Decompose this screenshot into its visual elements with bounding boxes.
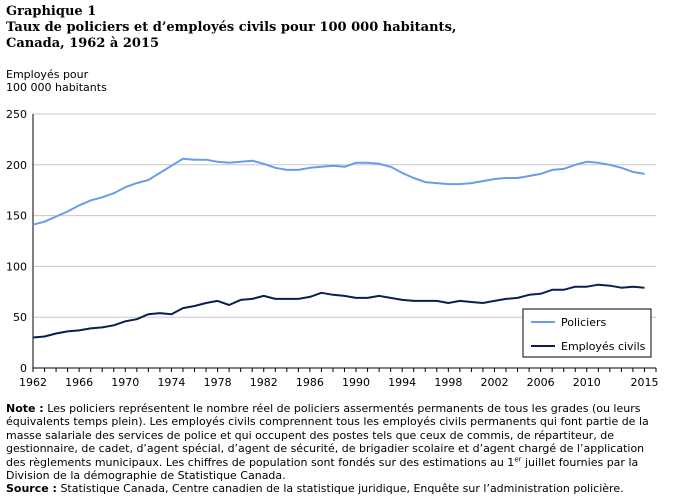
x-tick-label: 2002 bbox=[480, 376, 508, 389]
y-tick-label: 50 bbox=[13, 311, 27, 324]
note-text-continued: juillet fournies par la Division de la d… bbox=[6, 455, 639, 483]
chart-title-block: Graphique 1 Taux de policiers et d’emplo… bbox=[6, 4, 666, 52]
legend-box bbox=[522, 308, 652, 358]
chart-number: Graphique 1 bbox=[6, 4, 97, 19]
x-tick-label: 1982 bbox=[250, 376, 278, 389]
line-chart: 0 50 100 150 200 250 1962 1966 1970 1974 1978 1982 1… bbox=[6, 108, 658, 389]
x-tick-label: 1990 bbox=[342, 376, 370, 389]
x-tick-label: 1974 bbox=[157, 376, 185, 389]
legend-label: Policiers bbox=[561, 316, 606, 329]
y-axis-label: Employés pour 100 000 habitants bbox=[6, 68, 107, 94]
legend-label: Employés civils bbox=[561, 340, 646, 353]
y-tick-label: 200 bbox=[6, 159, 27, 172]
x-tick-label: 2006 bbox=[527, 376, 555, 389]
x-tick-label: 2010 bbox=[573, 376, 601, 389]
source-label: Source : bbox=[6, 482, 57, 496]
x-tick-label: 1966 bbox=[65, 376, 93, 389]
note-superscript: er bbox=[514, 454, 522, 463]
x-tick-label: 1970 bbox=[111, 376, 139, 389]
series-line-employes-civils bbox=[32, 283, 645, 339]
source-text: Statistique Canada, Centre canadien de l… bbox=[56, 482, 624, 496]
y-tick-label: 0 bbox=[20, 362, 27, 375]
x-tick-label: 1994 bbox=[388, 376, 416, 389]
y-axis-label-line1: Employés pour bbox=[6, 68, 89, 81]
y-tick-label: 250 bbox=[6, 108, 27, 121]
note-paragraph: Note : Les policiers représentent le nom… bbox=[6, 402, 666, 482]
x-tick-label: 1962 bbox=[19, 376, 47, 389]
x-tick-label: 1986 bbox=[296, 376, 324, 389]
chart-notes: Note : Les policiers représentent le nom… bbox=[6, 402, 666, 496]
y-tick-label: 150 bbox=[6, 210, 27, 223]
y-tick-label: 100 bbox=[6, 260, 27, 273]
x-tick-label: 1978 bbox=[204, 376, 232, 389]
chart-title-line2: Canada, 1962 à 2015 bbox=[6, 36, 160, 51]
y-axis-label-line2: 100 000 habitants bbox=[6, 81, 107, 94]
x-tick-label: 2015 bbox=[630, 376, 658, 389]
note-label: Note : bbox=[6, 402, 44, 415]
note-text: Les policiers représentent le nombre rée… bbox=[6, 402, 649, 469]
series-line-policiers bbox=[32, 157, 645, 226]
x-tick-label: 1998 bbox=[434, 376, 462, 389]
source-paragraph: Source : Statistique Canada, Centre cana… bbox=[6, 482, 666, 495]
chart-title-line1: Taux de policiers et d’employés civils p… bbox=[6, 20, 457, 35]
